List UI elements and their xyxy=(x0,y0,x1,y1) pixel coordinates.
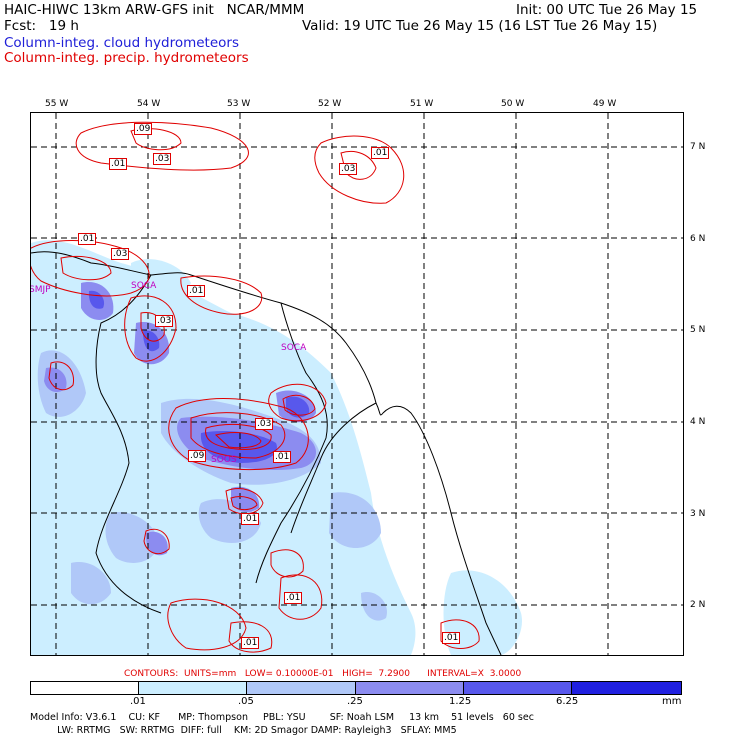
lon-label: 54 W xyxy=(137,99,161,109)
graticule xyxy=(31,113,683,655)
cloud-field-label: Column-integ. cloud hydrometeors xyxy=(4,35,240,51)
legend-tick: .25 xyxy=(347,696,363,707)
lon-label: 52 W xyxy=(318,99,342,109)
lon-label: 53 W xyxy=(227,99,251,109)
legend-swatch xyxy=(571,682,682,694)
contour-label: .03 xyxy=(255,418,274,430)
lat-label: 3 N xyxy=(690,509,706,519)
valid-time: Valid: 19 UTC Tue 26 May 15 (16 LST Tue … xyxy=(302,18,658,34)
map-panel: .09 .01 .03 .01 .03 .01 .03 .01 .03 .03 … xyxy=(30,112,684,656)
legend-tick: .05 xyxy=(238,696,254,707)
station-label: SMJP xyxy=(30,285,51,295)
lat-label: 4 N xyxy=(690,417,706,427)
legend-swatch xyxy=(31,682,140,694)
lat-label: 7 N xyxy=(690,142,706,152)
legend-swatch xyxy=(355,682,464,694)
forecast-hour: Fcst: 19 h xyxy=(4,18,79,34)
contours-caption: CONTOURS: UNITS=mm LOW= 0.10000E-01 HIGH… xyxy=(124,669,522,679)
legend-units: mm xyxy=(662,696,682,707)
legend-tick: .01 xyxy=(130,696,146,707)
model-info-line1: Model Info: V3.6.1 CU: KF MP: Thompson P… xyxy=(30,712,534,723)
contour-label: .03 xyxy=(153,153,172,165)
lat-label: 2 N xyxy=(690,600,706,610)
contour-label: .01 xyxy=(273,451,292,463)
legend-swatch xyxy=(463,682,572,694)
contour-label: .01 xyxy=(284,592,303,604)
contour-label: .01 xyxy=(371,147,390,159)
lon-label: 50 W xyxy=(501,99,525,109)
precip-field-label: Column-integ. precip. hydrometeors xyxy=(4,50,249,66)
lon-label: 55 W xyxy=(45,99,69,109)
contour-label: .09 xyxy=(134,123,153,135)
station-label: SOCA xyxy=(131,281,157,291)
contour-label: .01 xyxy=(442,632,461,644)
legend-swatch xyxy=(247,682,356,694)
contour-label: .03 xyxy=(339,163,358,175)
contour-label: .01 xyxy=(241,513,260,525)
color-legend xyxy=(30,681,682,695)
legend-tick: 6.25 xyxy=(556,696,579,707)
station-label: SOCA xyxy=(281,343,307,353)
contour-label: .01 xyxy=(78,233,97,245)
contour-label: .01 xyxy=(241,637,260,649)
coastline xyxy=(31,251,502,655)
lon-label: 49 W xyxy=(593,99,617,109)
precip-contours xyxy=(31,121,480,653)
legend-swatch xyxy=(139,682,248,694)
contour-label: .03 xyxy=(111,248,130,260)
contour-label: .01 xyxy=(109,158,128,170)
lat-label: 5 N xyxy=(690,325,706,335)
legend-tick: 1.25 xyxy=(449,696,472,707)
station-label: SOOS xyxy=(211,455,237,465)
lat-label: 6 N xyxy=(690,234,706,244)
model-info-line2: LW: RRTMG SW: RRTMG DIFF: full KM: 2D Sm… xyxy=(30,725,457,736)
lon-label: 51 W xyxy=(410,99,434,109)
contour-label: .03 xyxy=(155,315,174,327)
contour-label: .09 xyxy=(188,450,207,462)
contour-label: .01 xyxy=(187,285,206,297)
init-time: Init: 00 UTC Tue 26 May 15 xyxy=(516,2,698,18)
title-line: HAIC-HIWC 13km ARW-GFS init NCAR/MMM xyxy=(4,2,305,18)
map-canvas xyxy=(31,113,683,655)
